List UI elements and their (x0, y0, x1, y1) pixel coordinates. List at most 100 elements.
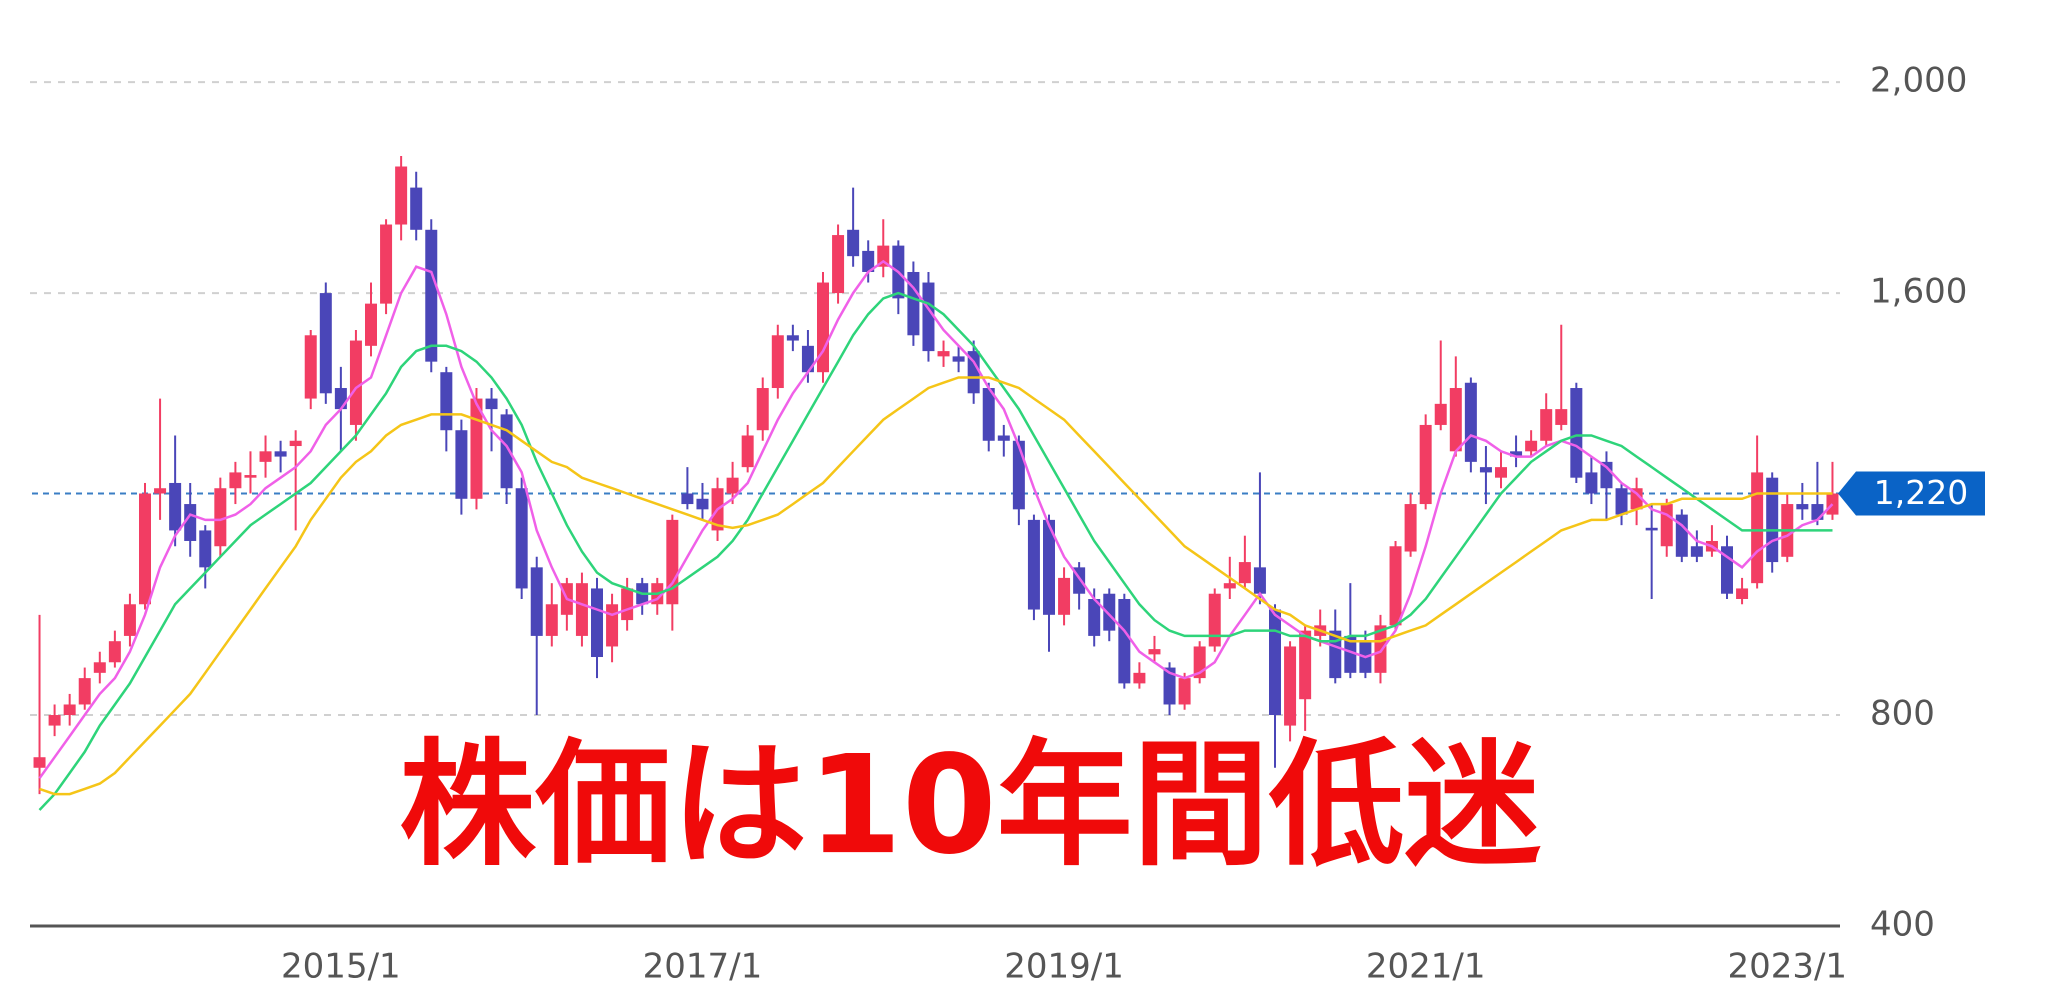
candle-body (967, 351, 980, 394)
candle-body (78, 678, 91, 705)
candle-body (1374, 625, 1387, 673)
candle-body (1043, 519, 1055, 615)
annotation: 株価は10年間低迷 (399, 727, 1541, 885)
candle-body (591, 588, 603, 658)
candle-body (1570, 388, 1583, 478)
candle-body (907, 271, 920, 336)
candle-body (952, 356, 965, 362)
y-tick-label: 2,000 (1870, 61, 1967, 101)
last-price-label: 1,220 (1874, 473, 1968, 512)
candle-body (1525, 440, 1538, 452)
candle-body (1630, 488, 1643, 510)
candle-body (1163, 667, 1176, 705)
candle-body (1585, 472, 1598, 494)
moving-average-line (39, 376, 1833, 796)
candle-body (1329, 630, 1342, 679)
candle-body (1510, 451, 1523, 457)
candle-body (184, 504, 197, 541)
candle-body (832, 235, 845, 294)
candle-body (304, 335, 317, 399)
candle-body (380, 224, 393, 304)
candle-body (425, 229, 438, 362)
candle-body (154, 488, 167, 494)
candle-body (621, 588, 634, 621)
x-tick-label: 2017/1 (643, 947, 763, 987)
candle-body (922, 282, 935, 352)
candle-body (48, 715, 61, 726)
candle-body (1133, 672, 1146, 684)
candle-body (997, 435, 1010, 441)
candle-body (877, 245, 890, 267)
candle-body (545, 604, 558, 636)
candle-body (470, 398, 483, 499)
candle-body (93, 662, 106, 673)
candle-body (937, 351, 950, 357)
candle-body (1690, 546, 1703, 557)
candle-body (1238, 562, 1251, 584)
candle-body (801, 345, 814, 373)
candle-body (244, 475, 257, 478)
candle-body (334, 388, 347, 410)
moving-average-line (38, 291, 1833, 811)
candle-body (1660, 504, 1673, 547)
candle-body (1479, 467, 1492, 473)
candle-body (1449, 388, 1462, 452)
candle-body (515, 488, 528, 589)
y-tick-label: 1,600 (1870, 272, 1967, 312)
candle-body (500, 414, 513, 489)
candle-body (1012, 440, 1025, 510)
y-tick-label: 800 (1870, 694, 1935, 734)
candle-body (756, 388, 769, 431)
candle-body (1736, 588, 1749, 599)
candle-body (214, 488, 227, 547)
candle-body (606, 604, 619, 647)
candle-body (847, 229, 860, 257)
candle-body (440, 372, 453, 431)
candle-body (1434, 403, 1447, 425)
candle-body (259, 451, 272, 462)
candle-body (1223, 583, 1236, 589)
candle-body (1555, 409, 1568, 425)
candle-body (33, 757, 46, 768)
candle-body (199, 530, 212, 568)
candle-body (1178, 678, 1191, 705)
candle-body (274, 451, 287, 457)
candle-body (169, 482, 182, 531)
x-tick-label: 2021/1 (1366, 947, 1486, 987)
candle-body (1148, 649, 1161, 655)
candle-body (575, 583, 588, 636)
x-tick-label: 2019/1 (1004, 947, 1124, 987)
candle-body (1208, 593, 1221, 647)
candle-body (681, 493, 694, 505)
candle-body (1766, 477, 1779, 563)
candle-body (862, 250, 875, 272)
candle-body (1404, 504, 1417, 552)
candle-body (1103, 593, 1116, 631)
candle-body (741, 435, 754, 468)
candle-body (349, 340, 362, 425)
candle-body (530, 567, 543, 636)
candle-body (1675, 514, 1688, 557)
candle-body (229, 472, 242, 489)
candle-body (1751, 472, 1764, 584)
candle-body (817, 282, 829, 373)
candle-body (1796, 504, 1809, 510)
candle-body (63, 704, 76, 716)
x-tick-label: 2015/1 (281, 947, 401, 987)
candle-body (1088, 598, 1101, 636)
candle-body (1118, 598, 1131, 684)
candle-body (696, 498, 709, 510)
x-tick-label: 2023/1 (1727, 947, 1847, 987)
candle-body (771, 335, 784, 389)
candle-body (1645, 527, 1658, 531)
last-price-tag (1838, 471, 1985, 516)
candle-body (123, 604, 136, 636)
candle-body (1253, 567, 1266, 594)
candle-body (365, 303, 377, 346)
moving-average-line (38, 259, 1834, 780)
candle-body (1344, 635, 1357, 673)
candle-body (666, 519, 679, 605)
candle-body (1389, 546, 1402, 626)
candle-body (108, 641, 121, 663)
